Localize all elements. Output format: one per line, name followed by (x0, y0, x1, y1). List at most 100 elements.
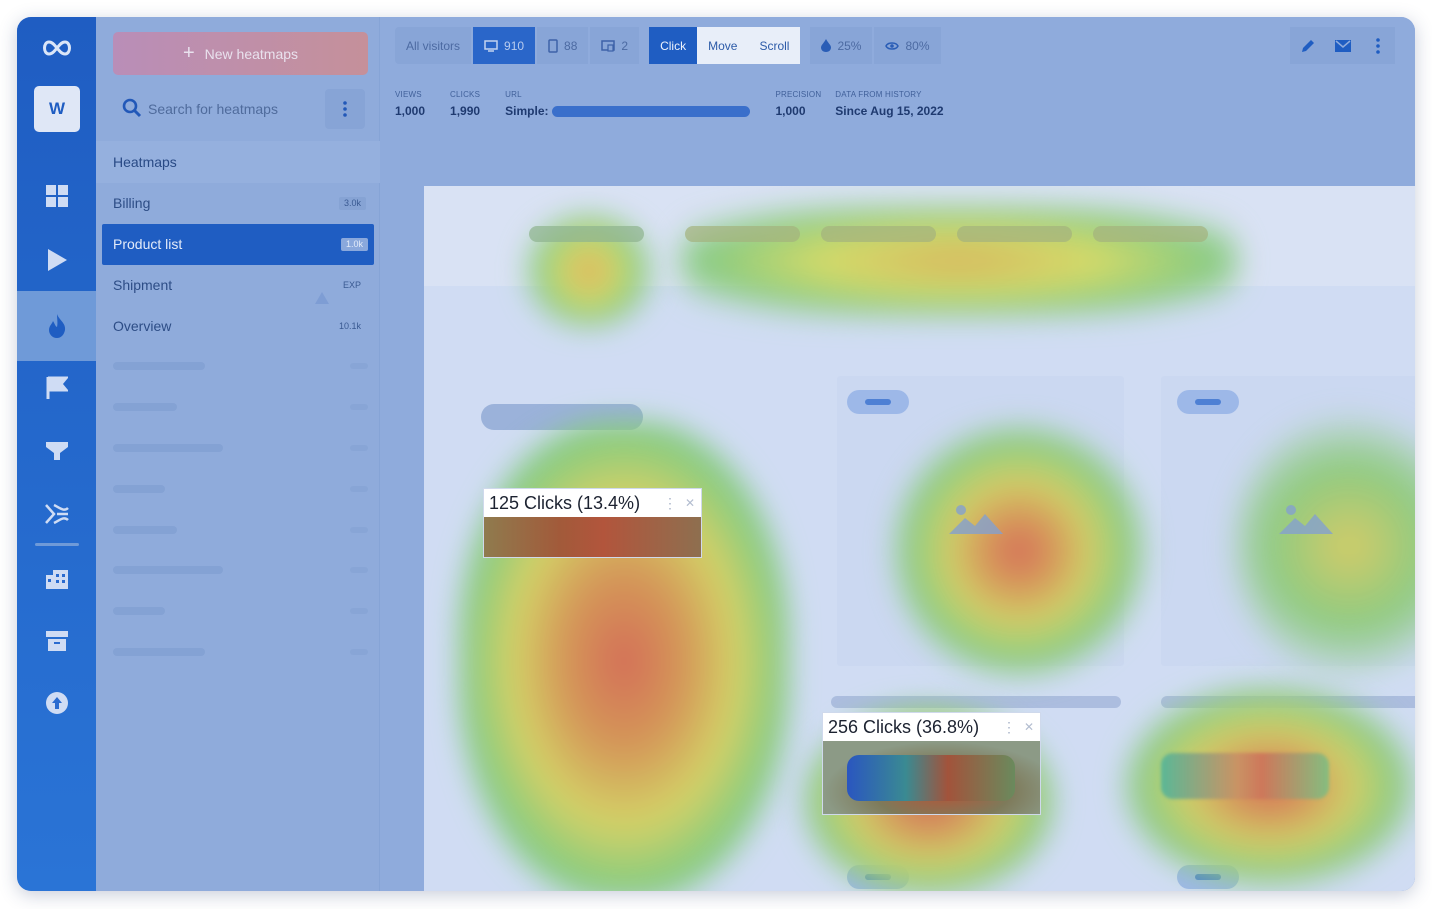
search-input[interactable] (148, 95, 318, 123)
kebab-icon[interactable]: ⋮ (1002, 719, 1016, 735)
list-item-label: Product list (113, 236, 183, 252)
placeholder-row (113, 444, 223, 452)
desktop-icon (484, 39, 498, 52)
list-item-billing[interactable]: Billing 3.0k (96, 183, 380, 224)
visitors-filter[interactable]: All visitors (395, 27, 472, 64)
click-tooltip: 256 Clicks (36.8%) ⋮ ✕ (822, 712, 1041, 815)
more-options-button[interactable] (325, 89, 365, 129)
click-count-label: 125 Clicks (13.4%) (489, 493, 641, 513)
list-item-product-list[interactable]: Product list 1.0k (102, 224, 374, 265)
mode-move-tab[interactable]: Move (697, 27, 749, 64)
kebab-icon (1375, 37, 1380, 54)
mobile-filter[interactable]: 88 (537, 27, 589, 64)
new-heatmap-button[interactable]: + New heatmaps (113, 32, 368, 75)
nav-item-preview (1093, 226, 1208, 242)
url-prefix: Simple: (505, 104, 549, 118)
element-highlight (823, 741, 1040, 814)
placeholder-count (350, 486, 368, 492)
close-icon[interactable]: ✕ (1023, 720, 1034, 734)
views-value: 1,000 (395, 104, 426, 118)
warning-icon (315, 279, 329, 320)
action-toolbar (1290, 27, 1395, 64)
add-to-cart-button-preview (1161, 753, 1329, 799)
list-item-overview[interactable]: Overview 10.1k (96, 306, 380, 347)
visibility-control[interactable]: 80% (874, 27, 941, 64)
mobile-icon (548, 38, 558, 53)
placeholder-count (350, 567, 368, 573)
list-item-shipment[interactable]: Shipment EXP (96, 265, 380, 306)
placeholder-row (113, 403, 177, 411)
nav-item-preview (529, 226, 644, 242)
more-actions-button[interactable] (1360, 27, 1395, 64)
text-line-preview (831, 696, 1121, 708)
count-badge: 3.0k (338, 197, 366, 210)
section-heading: Heatmaps (96, 141, 380, 183)
desktop-count: 910 (504, 38, 525, 53)
main-area: All visitors 910 88 2 Click Move Scroll … (380, 17, 1415, 891)
nav-item-preview (685, 226, 800, 242)
edit-button[interactable] (1290, 27, 1325, 64)
placeholder-row (113, 648, 205, 656)
flag-icon[interactable] (17, 356, 96, 420)
url-placeholder (552, 105, 751, 117)
placeholder-row (113, 607, 165, 615)
tag-chip (847, 390, 909, 414)
workspace-avatar[interactable]: W (34, 86, 80, 132)
nav-item-preview (957, 226, 1072, 242)
placeholder-count (350, 363, 368, 369)
search-row (96, 85, 380, 135)
placeholder-row (113, 566, 223, 574)
opacity-control[interactable]: 25% (810, 27, 873, 64)
history-value: Since Aug 15, 2022 (835, 104, 944, 118)
desktop-filter[interactable]: 910 (473, 27, 536, 64)
button-preview (847, 755, 1015, 801)
mobile-count: 88 (564, 38, 578, 53)
tablet-filter[interactable]: 2 (590, 27, 640, 64)
funnel-icon[interactable] (17, 419, 96, 483)
tablet-count: 2 (621, 38, 629, 53)
click-count-label: 256 Clicks (36.8%) (828, 717, 980, 737)
play-icon[interactable] (17, 228, 96, 292)
heat-spot (894, 426, 1144, 676)
placeholder-count (350, 608, 368, 614)
close-icon[interactable]: ✕ (684, 496, 695, 510)
click-tooltip: 125 Clicks (13.4%) ⋮ ✕ (483, 488, 702, 558)
placeholder-count (350, 404, 368, 410)
stat-history: DATA FROM HISTORY Since Aug 15, 2022 (835, 90, 943, 118)
mode-scroll-tab[interactable]: Scroll (748, 27, 801, 64)
clicks-label: CLICKS (450, 90, 481, 99)
filter-toolbar: All visitors 910 88 2 Click Move Scroll … (395, 27, 941, 64)
upload-icon[interactable] (17, 671, 96, 735)
placeholder-row (113, 526, 177, 534)
stats-bar: VIEWS 1,000 CLICKS 1,990 URL Simple: PRE… (395, 90, 969, 118)
kebab-icon[interactable]: ⋮ (663, 495, 677, 511)
new-heatmap-label: New heatmaps (204, 45, 299, 62)
list-item-label: Overview (113, 318, 172, 334)
mode-click-tab[interactable]: Click (649, 27, 698, 64)
search-icon (122, 98, 142, 123)
archive-icon[interactable] (17, 609, 96, 673)
stat-precision: PRECISION 1,000 (775, 90, 821, 118)
kebab-icon (343, 101, 347, 117)
feedback-icon[interactable] (17, 482, 96, 546)
logo-icon[interactable] (17, 31, 96, 65)
list-item-label: Billing (113, 195, 151, 211)
fire-icon[interactable] (17, 291, 96, 361)
stat-url: URL Simple: (505, 90, 751, 118)
share-button[interactable] (1325, 27, 1360, 64)
dashboard-icon[interactable] (17, 164, 96, 228)
eye-icon (885, 41, 900, 50)
history-label: DATA FROM HISTORY (835, 90, 922, 99)
icon-rail: W (17, 17, 96, 891)
placeholder-row (113, 362, 205, 370)
views-label: VIEWS (395, 90, 422, 99)
building-icon[interactable] (17, 546, 96, 610)
plus-icon: + (182, 42, 195, 64)
tag-chip (1177, 390, 1239, 414)
mail-icon (1334, 39, 1351, 52)
heatmap-list-panel: + New heatmaps Heatmaps Billing 3.0k Pro… (96, 17, 380, 891)
placeholder-count (350, 445, 368, 451)
url-label: URL (505, 90, 522, 99)
workspace-initial: W (48, 99, 66, 118)
pencil-icon (1301, 39, 1314, 52)
